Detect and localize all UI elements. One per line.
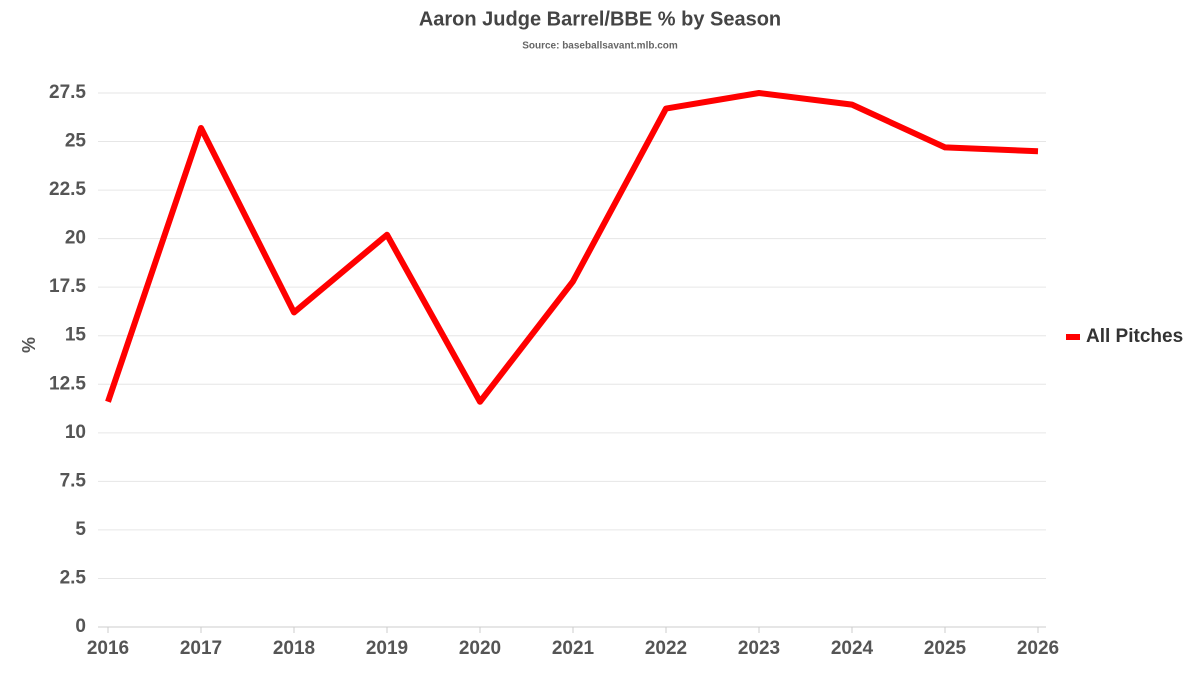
y-tick-label: 20 [65, 228, 86, 249]
y-axis-label: % [19, 337, 39, 353]
chart-title: Aaron Judge Barrel/BBE % by Season [419, 8, 781, 30]
y-tick-label: 7.5 [60, 470, 87, 491]
y-tick-label: 10 [65, 422, 86, 443]
legend-label: All Pitches [1086, 326, 1183, 347]
x-tick-label: 2024 [831, 638, 874, 659]
x-tick-label: 2016 [87, 638, 129, 659]
y-tick-label: 22.5 [49, 179, 86, 200]
chart-subtitle: Source: baseballsavant.mlb.com [522, 41, 678, 52]
y-tick-label: 25 [65, 131, 87, 152]
y-tick-label: 0 [75, 616, 86, 637]
y-tick-label: 12.5 [49, 373, 86, 394]
y-tick-label: 15 [65, 325, 87, 346]
y-tick-label: 17.5 [49, 276, 86, 297]
x-tick-label: 2019 [366, 638, 408, 659]
x-tick-label: 2021 [552, 638, 595, 659]
x-tick-label: 2026 [1017, 638, 1059, 659]
y-tick-label: 5 [75, 519, 86, 540]
x-tick-label: 2020 [459, 638, 501, 659]
x-tick-label: 2022 [645, 638, 687, 659]
x-tick-label: 2018 [273, 638, 315, 659]
y-tick-label: 27.5 [49, 82, 86, 103]
y-tick-label: 2.5 [60, 567, 87, 588]
x-tick-label: 2025 [924, 638, 967, 659]
x-tick-label: 2023 [738, 638, 780, 659]
data-line [105, 90, 1039, 405]
x-tick-label: 2017 [180, 638, 222, 659]
